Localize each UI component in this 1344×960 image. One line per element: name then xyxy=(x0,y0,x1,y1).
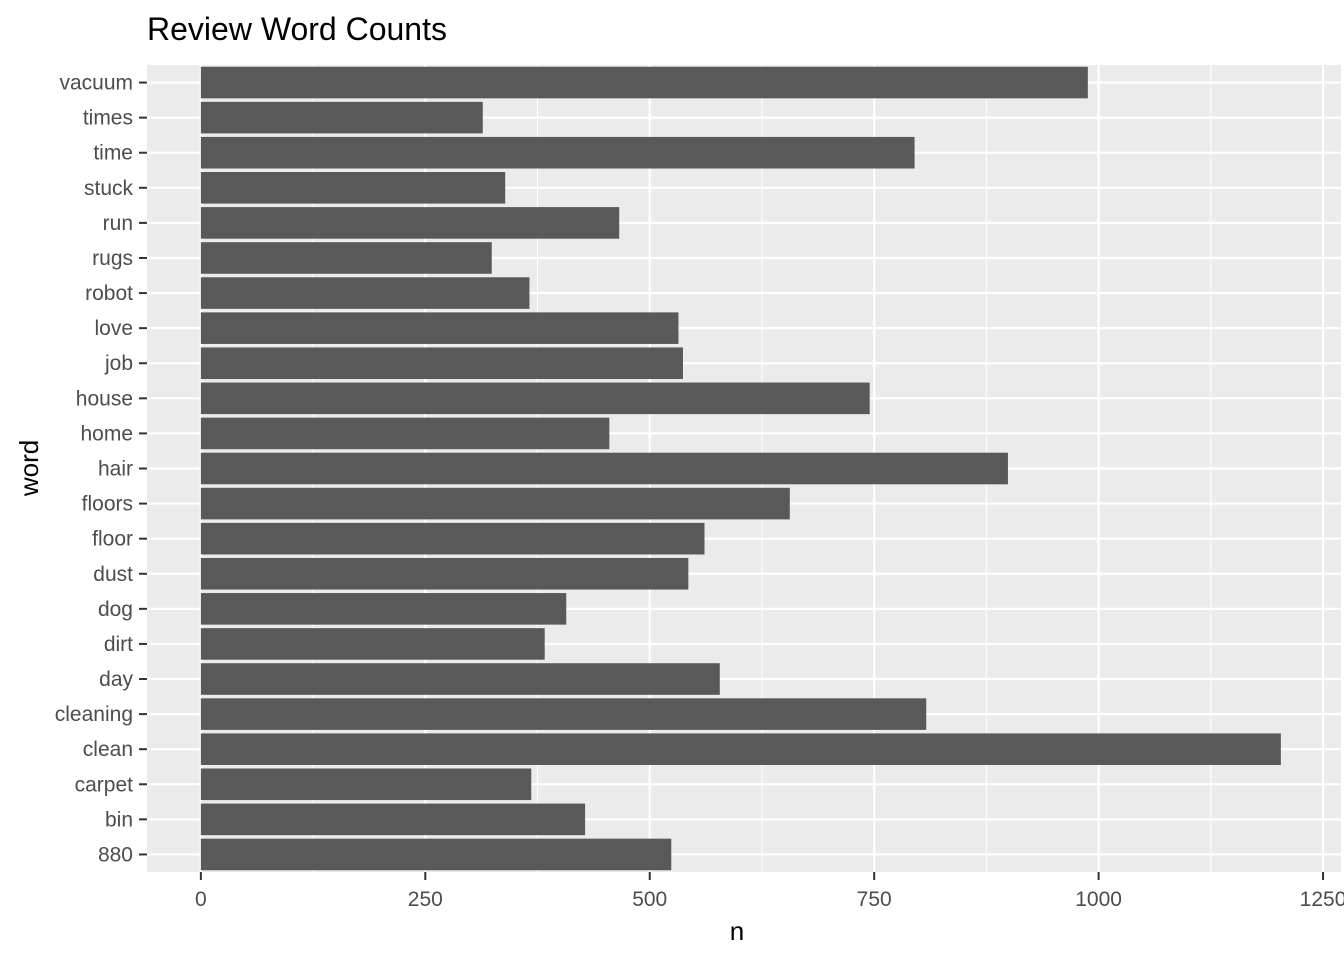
bar-dust xyxy=(200,557,689,590)
y-tick-label: house xyxy=(76,387,133,410)
y-tick-label: hair xyxy=(98,458,133,481)
y-tick-label: clean xyxy=(83,738,133,761)
bar-floors xyxy=(200,487,790,520)
x-tick-label: 500 xyxy=(632,888,667,911)
bar-day xyxy=(200,663,720,695)
y-tick-label: bin xyxy=(105,808,133,831)
bar-time xyxy=(200,136,915,169)
y-axis: vacuum times time stuck run rugs robot love job h… xyxy=(55,72,147,866)
bar-clean xyxy=(200,733,1281,765)
y-tick-label: cleaning xyxy=(55,703,133,726)
bar-stuck xyxy=(200,172,506,204)
bar-hair xyxy=(200,452,1008,485)
y-tick-label: home xyxy=(80,422,133,445)
y-tick-label: carpet xyxy=(75,773,134,796)
y-tick-label: dirt xyxy=(104,633,133,656)
bar-cleaning xyxy=(200,698,927,730)
bar-run xyxy=(200,207,620,239)
y-tick-label: floor xyxy=(92,528,133,551)
bar-love xyxy=(200,312,679,344)
y-tick-label: 880 xyxy=(98,843,133,866)
y-tick-label: times xyxy=(83,107,133,130)
x-axis: 0 250 500 750 1000 1250 xyxy=(195,872,1344,911)
bar-dirt xyxy=(200,628,545,660)
y-tick-label: run xyxy=(103,212,133,235)
bar-house xyxy=(200,382,870,415)
x-tick-label: 750 xyxy=(857,888,892,911)
y-tick-label: vacuum xyxy=(59,72,133,95)
y-tick-label: rugs xyxy=(92,247,133,270)
x-tick-label: 250 xyxy=(408,888,443,911)
bar-home xyxy=(200,417,610,450)
x-axis-title: n xyxy=(730,916,744,946)
bar-bin xyxy=(200,803,586,836)
bar-robot xyxy=(200,277,530,309)
bar-times xyxy=(200,101,483,134)
bar-880 xyxy=(200,838,672,871)
bar-dog xyxy=(200,593,567,625)
bar-floor xyxy=(200,522,705,555)
y-tick-label: day xyxy=(99,668,133,691)
bar-rugs xyxy=(200,242,492,274)
y-tick-label: job xyxy=(104,352,133,375)
bar-carpet xyxy=(200,768,532,801)
y-tick-label: floors xyxy=(82,493,133,516)
bars xyxy=(200,66,1281,871)
y-tick-label: love xyxy=(94,317,133,340)
x-tick-label: 0 xyxy=(195,888,207,911)
chart-title: Review Word Counts xyxy=(147,11,447,47)
y-tick-label: dog xyxy=(98,598,133,621)
y-axis-title: word xyxy=(14,440,44,497)
y-tick-label: stuck xyxy=(84,177,134,200)
x-tick-label: 1250 xyxy=(1300,888,1344,911)
y-tick-label: time xyxy=(93,142,133,165)
y-tick-label: robot xyxy=(85,282,133,305)
bar-job xyxy=(200,347,683,380)
x-tick-label: 1000 xyxy=(1075,888,1122,911)
bar-vacuum xyxy=(200,66,1088,99)
y-tick-label: dust xyxy=(93,563,133,586)
